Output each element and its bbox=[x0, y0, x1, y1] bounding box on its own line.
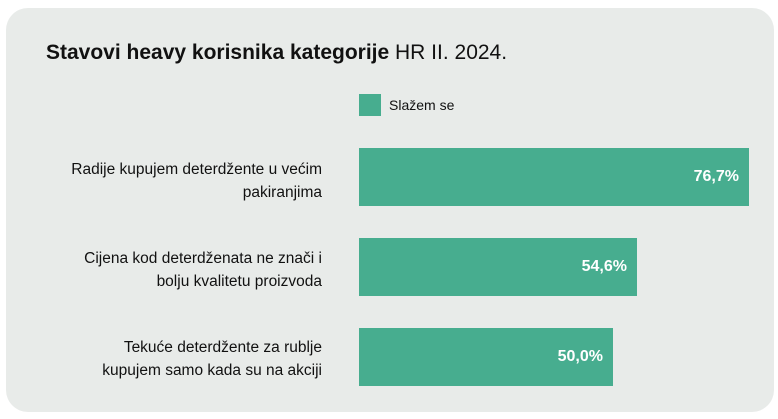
legend: Slažem se bbox=[359, 94, 454, 116]
category-label-3-line-2: kupujem samo kada su na akciji bbox=[102, 362, 322, 379]
category-label-2: Cijena kod deterdženata ne znači i bolju… bbox=[22, 247, 322, 293]
title-period: HR II. 2024. bbox=[395, 41, 508, 64]
category-label-3: Tekuće deterdžente za rublje kupujem sam… bbox=[22, 336, 322, 382]
legend-swatch bbox=[359, 94, 381, 116]
category-label-2-line-2: bolju kvalitetu proizvoda bbox=[156, 273, 322, 290]
category-label-3-line-1: Tekuće deterdžente za rublje bbox=[123, 339, 322, 356]
chart-title: Stavovi heavy korisnika kategorije HR II… bbox=[46, 41, 507, 65]
bar-2: 54,6% bbox=[359, 238, 637, 296]
bar-1: 76,7% bbox=[359, 148, 749, 206]
title-main: Stavovi heavy korisnika kategorije bbox=[46, 41, 390, 64]
category-label-1-line-2: pakiranjima bbox=[242, 184, 322, 201]
chart-card: Stavovi heavy korisnika kategorije HR II… bbox=[6, 8, 774, 412]
category-label-2-line-1: Cijena kod deterdženata ne znači i bbox=[84, 250, 322, 267]
bar-3-value-label: 50,0% bbox=[557, 348, 603, 365]
category-label-1: Radije kupujem deterdžente u većim pakir… bbox=[22, 158, 322, 204]
legend-label: Slažem se bbox=[389, 97, 455, 113]
bar-1-value-label: 76,7% bbox=[693, 168, 739, 185]
bar-3: 50,0% bbox=[359, 328, 613, 386]
category-label-1-line-1: Radije kupujem deterdžente u većim bbox=[71, 161, 322, 178]
bar-2-value-label: 54,6% bbox=[581, 258, 627, 275]
